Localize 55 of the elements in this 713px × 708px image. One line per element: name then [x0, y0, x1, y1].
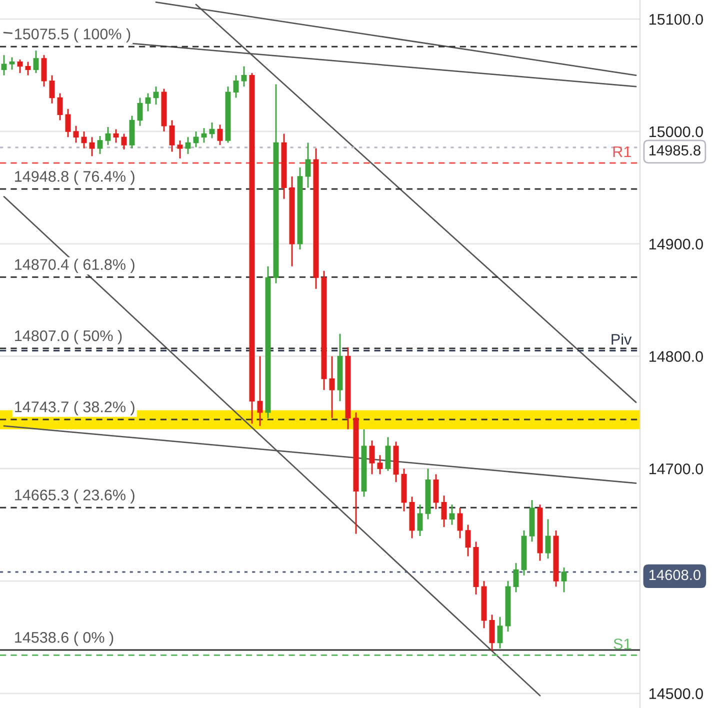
- ref-line-label: 14870.4 ( 61.8% ): [15, 258, 134, 273]
- candlestick: [105, 126, 111, 146]
- candlestick: [457, 507, 463, 539]
- candlestick: [241, 66, 247, 88]
- candlestick: [561, 566, 567, 593]
- ref-line-label: Piv: [612, 334, 632, 345]
- candlestick: [329, 356, 335, 419]
- candlestick: [513, 562, 519, 593]
- ref-line-label: 14665.3 ( 23.6% ): [15, 489, 134, 504]
- candlestick: [441, 494, 447, 528]
- candlestick: [489, 614, 495, 652]
- y-tick-label: 15100.0: [650, 14, 703, 25]
- candlestick: [433, 474, 439, 510]
- candlestick: [65, 108, 71, 138]
- candlestick: [73, 125, 79, 144]
- ref-line-label: 15075.5 ( 100% ): [15, 28, 130, 42]
- candlestick: [97, 135, 103, 155]
- ref-line-label: 14948.8 ( 76.4% ): [15, 170, 134, 185]
- candlestick: [201, 127, 207, 144]
- candlestick: [177, 140, 183, 160]
- candlestick: [233, 74, 239, 98]
- candlestick: [137, 97, 143, 127]
- y-tick-label: 15000.0: [650, 126, 703, 138]
- ref-line-label: 14608.0: [649, 570, 700, 580]
- candlestick: [369, 440, 375, 475]
- candlestick: [465, 524, 471, 557]
- candlestick: [417, 504, 423, 537]
- candlestick: [257, 356, 263, 427]
- y-tick-label: 14800.0: [650, 351, 703, 362]
- y-tick-label: 14700.0: [650, 463, 703, 474]
- candlestick: [1, 54, 7, 76]
- candlestick: [41, 54, 47, 88]
- candlestick: [49, 74, 55, 104]
- candlestick: [497, 616, 503, 650]
- candlestick: [169, 120, 175, 152]
- candlestick: [33, 50, 39, 74]
- y-tick-label: 14500.0: [650, 688, 703, 700]
- ref-line-label: 14985.8: [649, 145, 700, 156]
- ref-line-label: R1: [613, 146, 631, 158]
- candlestick: [545, 518, 551, 560]
- ref-line-label: S1: [614, 638, 631, 650]
- ref-line-label: 14807.0 ( 50% ): [15, 330, 122, 344]
- candlestick: [121, 133, 127, 150]
- ref-line-label: 14538.6 ( 0% ): [15, 632, 114, 646]
- candlestick: [25, 61, 31, 76]
- candlestick: [305, 142, 311, 188]
- y-tick-label: 14900.0: [650, 238, 703, 250]
- candlestick: [57, 92, 63, 121]
- ref-line-label: 14743.7 ( 38.2% ): [15, 401, 134, 416]
- candlestick: [9, 56, 15, 70]
- candlestick: [113, 128, 119, 144]
- candlestick: [377, 454, 383, 475]
- candlestick: [385, 436, 391, 472]
- candlestick: [217, 124, 223, 146]
- candlestick: [449, 504, 455, 526]
